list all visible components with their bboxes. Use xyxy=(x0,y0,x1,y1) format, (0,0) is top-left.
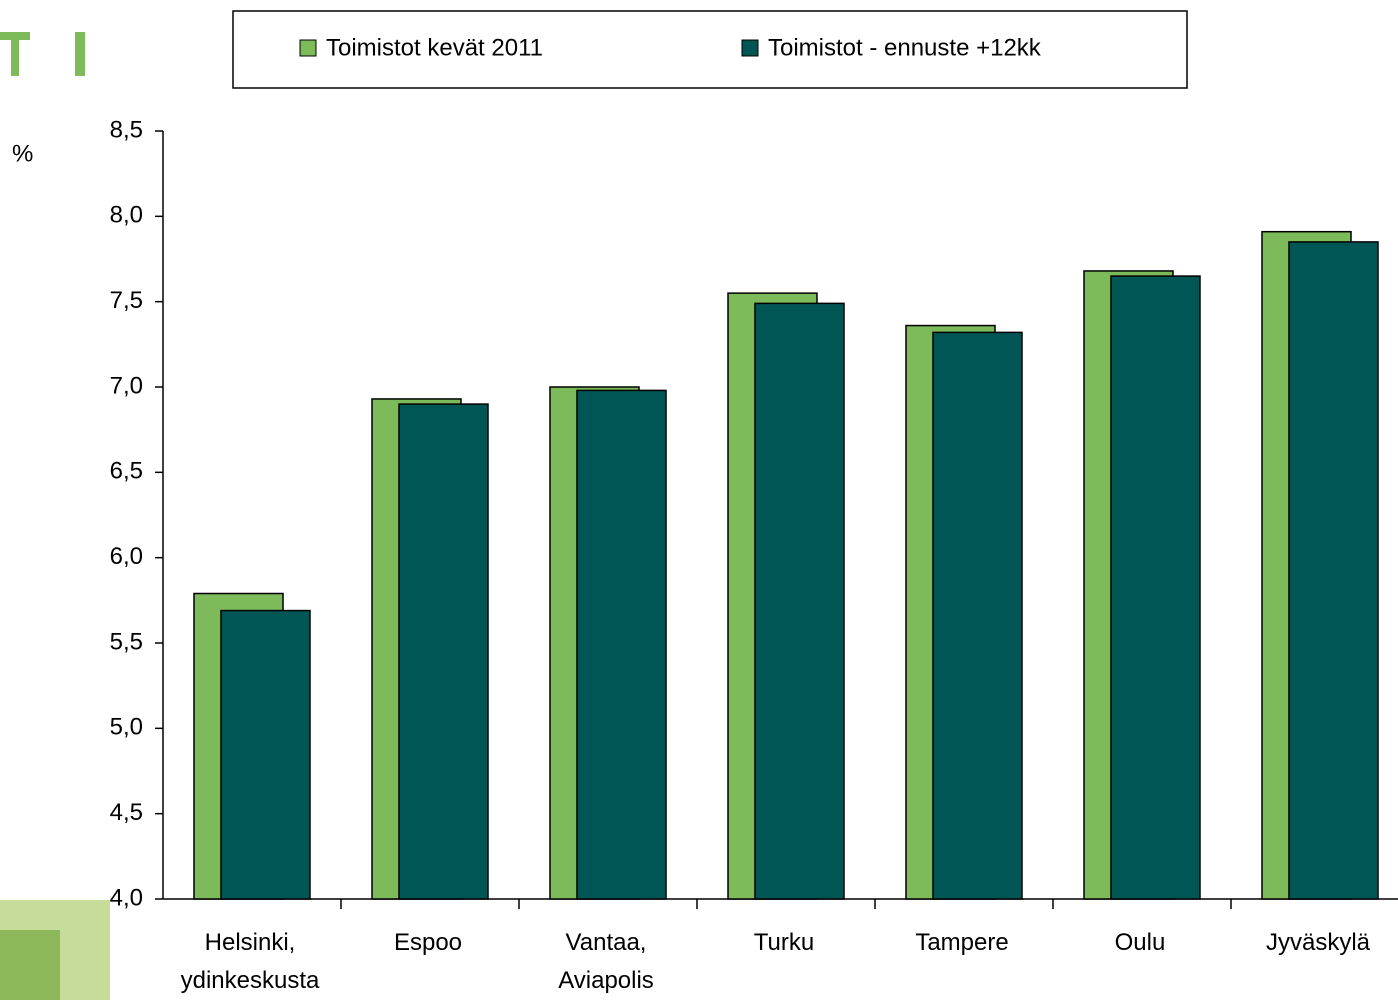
x-tick-label: Turku xyxy=(753,929,815,956)
y-tick-label: 5,0 xyxy=(110,714,143,741)
y-tick-label: 5,5 xyxy=(110,628,143,655)
bar xyxy=(1110,275,1201,900)
x-tick-label: Tampere xyxy=(915,929,1009,956)
x-tick-label: Espoo xyxy=(393,929,463,956)
x-tick-label: Vantaa, Aviapolis xyxy=(558,929,654,994)
y-tick-label: 7,5 xyxy=(110,287,143,314)
legend-box xyxy=(232,10,1188,89)
bar xyxy=(932,331,1023,900)
legend-label: Toimistot kevät 2011 xyxy=(326,34,543,61)
y-axis-label: % xyxy=(12,140,33,167)
y-tick-label: 6,0 xyxy=(110,543,143,570)
x-tick-label: Helsinki, ydinkeskusta xyxy=(180,929,320,994)
bar xyxy=(576,389,667,900)
bar xyxy=(220,609,311,900)
y-tick-label: 4,0 xyxy=(110,884,143,911)
y-tick-label: 7,0 xyxy=(110,372,143,399)
logo-bar xyxy=(75,32,85,76)
logo-bar xyxy=(11,32,19,76)
bar xyxy=(1288,241,1379,900)
logo-block xyxy=(0,930,60,1000)
bar xyxy=(754,302,845,900)
legend-marker xyxy=(741,39,759,57)
y-tick-label: 6,5 xyxy=(110,458,143,485)
legend-label: Toimistot - ennuste +12kk xyxy=(768,34,1042,61)
y-tick-label: 4,5 xyxy=(110,799,143,826)
bar xyxy=(398,403,489,900)
x-tick-label: Jyväskylä xyxy=(1265,929,1371,956)
y-tick-label: 8,5 xyxy=(110,116,143,143)
legend-marker xyxy=(299,39,317,57)
y-tick-label: 8,0 xyxy=(110,202,143,229)
x-tick-label: Oulu xyxy=(1114,929,1166,956)
